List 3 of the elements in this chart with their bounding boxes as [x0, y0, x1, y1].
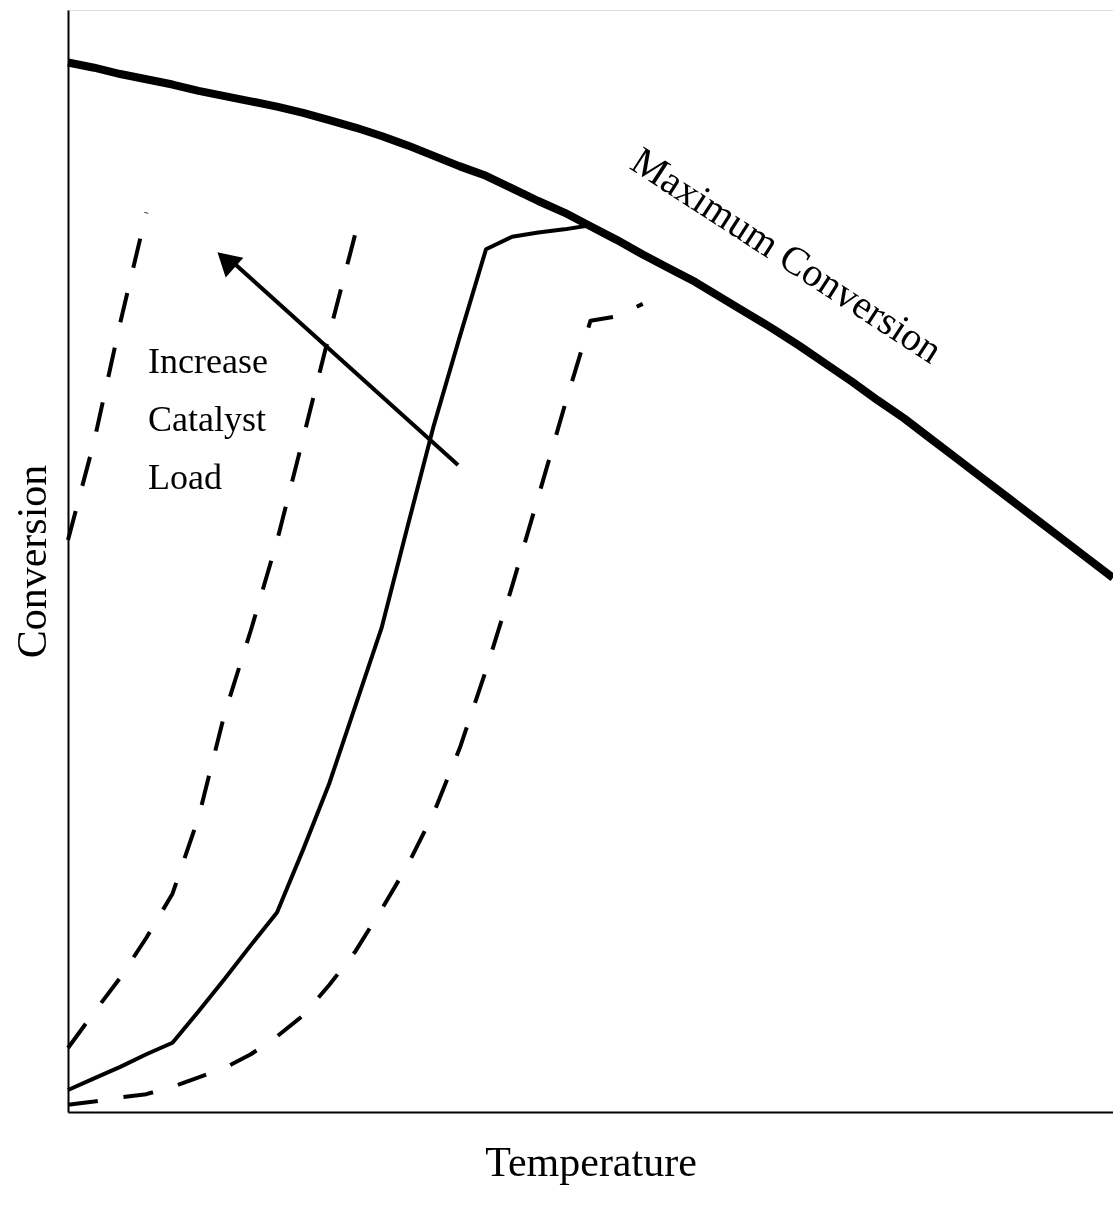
y-axis-title: Conversion — [8, 464, 55, 659]
x-axis-title: Temperature — [485, 1138, 697, 1185]
annotation: Increase Catalyst Load — [148, 341, 268, 497]
